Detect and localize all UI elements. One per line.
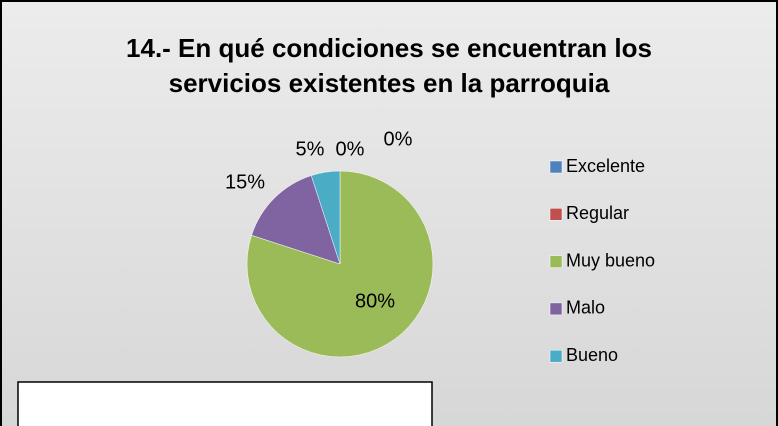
legend-swatch bbox=[549, 160, 563, 174]
text-box bbox=[17, 381, 433, 426]
legend-swatch bbox=[549, 349, 563, 363]
legend-swatch bbox=[549, 255, 563, 268]
legend-swatch bbox=[549, 302, 563, 316]
chart-title: 14.- En qué condiciones se encuentran lo… bbox=[126, 33, 652, 98]
legend-label: Muy bueno bbox=[566, 250, 655, 270]
pie-slice bbox=[310, 170, 341, 265]
data-label: 15% bbox=[225, 171, 265, 193]
legend-swatch bbox=[549, 208, 563, 221]
legend-label: Malo bbox=[566, 298, 605, 318]
data-label: 0% bbox=[384, 128, 413, 150]
legend-label: Bueno bbox=[566, 345, 618, 365]
data-label: 80% bbox=[355, 290, 395, 312]
data-label: 5% bbox=[296, 138, 325, 160]
legend-label: Regular bbox=[566, 203, 629, 223]
pie-slice bbox=[251, 175, 341, 265]
data-label: 0% bbox=[336, 138, 365, 160]
legend-label: Excelente bbox=[566, 156, 645, 176]
